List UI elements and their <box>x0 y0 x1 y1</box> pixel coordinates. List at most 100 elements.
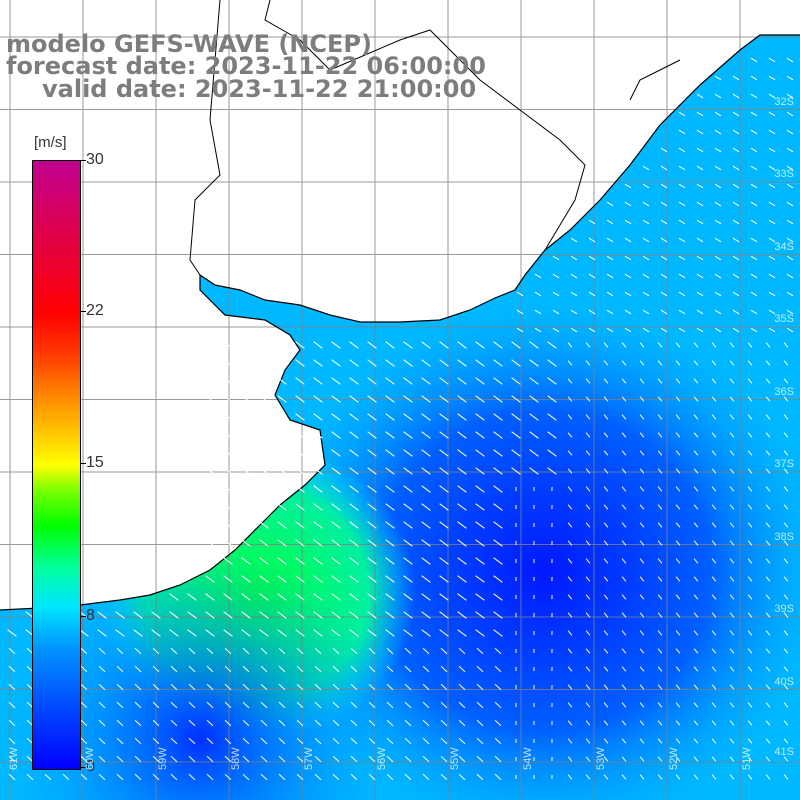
wind-arrow <box>747 486 753 492</box>
wind-arrow <box>350 701 358 709</box>
wind-arrow <box>729 648 735 654</box>
wind-arrow <box>729 630 735 636</box>
wind-arrow <box>26 773 34 781</box>
wind-arrow <box>768 309 776 315</box>
wind-arrow <box>295 503 305 511</box>
wind-arrow <box>783 432 789 438</box>
wind-arrow <box>205 539 215 547</box>
wind-arrow <box>588 273 596 279</box>
wind-arrow <box>205 395 215 403</box>
wind-arrow <box>567 612 573 618</box>
longitude-label: 59W <box>157 747 169 770</box>
wind-arrow <box>660 309 668 315</box>
wind-arrow <box>493 557 503 565</box>
wind-arrow <box>768 165 776 171</box>
wind-arrow <box>241 521 251 529</box>
wind-arrow <box>385 431 395 439</box>
wind-arrow <box>205 377 215 385</box>
wind-arrow <box>367 503 377 511</box>
wind-arrow <box>385 449 395 457</box>
wind-arrow <box>98 737 106 745</box>
colorbar-tick-mark <box>80 767 86 768</box>
colorbar-tick-mark <box>80 311 86 312</box>
wind-arrow <box>529 377 539 385</box>
wind-arrow <box>331 629 341 637</box>
wind-arrow <box>8 773 16 781</box>
wind-arrow <box>260 683 268 691</box>
wind-arrow <box>403 557 413 565</box>
wind-arrow <box>385 629 395 637</box>
latitude-label: 37S <box>774 458 794 470</box>
wind-arrow <box>678 255 686 261</box>
wind-arrow <box>624 327 632 333</box>
wind-arrow <box>657 594 663 600</box>
wind-arrow <box>295 395 305 403</box>
wind-arrow <box>296 647 304 655</box>
wind-arrow <box>367 431 377 439</box>
wind-arrow <box>657 630 663 636</box>
wind-arrow <box>516 327 524 333</box>
wind-arrow <box>696 147 704 153</box>
wind-arrow <box>295 593 305 601</box>
wind-arrow <box>278 719 286 727</box>
wind-arrow <box>642 291 650 297</box>
wind-arrow <box>588 237 596 243</box>
wind-arrow <box>783 720 789 726</box>
wind-arrow <box>368 701 376 709</box>
wind-arrow <box>385 395 395 403</box>
wind-arrow <box>403 377 413 385</box>
wind-arrow <box>475 575 485 583</box>
wind-arrow <box>711 360 717 366</box>
wind-arrow <box>259 395 269 403</box>
wind-arrow <box>170 719 178 727</box>
wind-arrow <box>529 413 539 421</box>
wind-arrow <box>678 291 686 297</box>
wind-arrow <box>729 576 735 582</box>
wind-arrow <box>115 629 125 637</box>
wind-arrow <box>421 503 431 511</box>
wind-arrow <box>711 378 717 384</box>
wind-arrow <box>693 522 699 528</box>
wind-arrow <box>585 522 591 528</box>
wind-arrow <box>349 467 359 475</box>
wind-arrow <box>603 414 609 420</box>
wind-arrow <box>277 611 287 619</box>
wind-arrow <box>494 683 502 691</box>
wind-arrow <box>657 720 663 726</box>
wind-arrow <box>639 504 645 510</box>
wind-arrow <box>440 647 448 655</box>
wind-arrow <box>693 486 699 492</box>
wind-arrow <box>421 431 431 439</box>
wind-arrow <box>765 468 771 474</box>
wind-arrow <box>241 467 251 475</box>
wind-arrow <box>368 683 376 691</box>
wind-arrow <box>439 359 449 367</box>
wind-arrow <box>457 449 467 457</box>
wind-arrow <box>223 593 233 601</box>
wind-arrow <box>786 165 794 171</box>
wind-arrow <box>404 665 412 673</box>
wind-arrow <box>205 431 215 439</box>
wind-arrow <box>170 665 178 673</box>
wind-arrow <box>457 395 467 403</box>
wind-arrow <box>349 485 359 493</box>
wind-arrow <box>657 738 663 744</box>
wind-arrow <box>639 774 645 780</box>
wind-arrow <box>331 395 341 403</box>
wind-arrow <box>711 576 717 582</box>
wind-arrow <box>567 432 573 438</box>
wind-arrow <box>585 774 591 780</box>
wind-arrow <box>621 576 627 582</box>
wind-arrow <box>367 521 377 529</box>
wind-arrow <box>494 665 502 673</box>
wind-arrow <box>657 648 663 654</box>
wind-arrow <box>385 575 395 583</box>
wind-arrow <box>205 341 215 349</box>
wind-arrow <box>642 219 650 225</box>
wind-arrow <box>331 521 341 529</box>
wind-arrow <box>567 450 573 456</box>
wind-arrow <box>552 291 560 297</box>
wind-arrow <box>639 342 645 348</box>
wind-arrow <box>621 738 627 744</box>
wind-arrow <box>675 342 681 348</box>
